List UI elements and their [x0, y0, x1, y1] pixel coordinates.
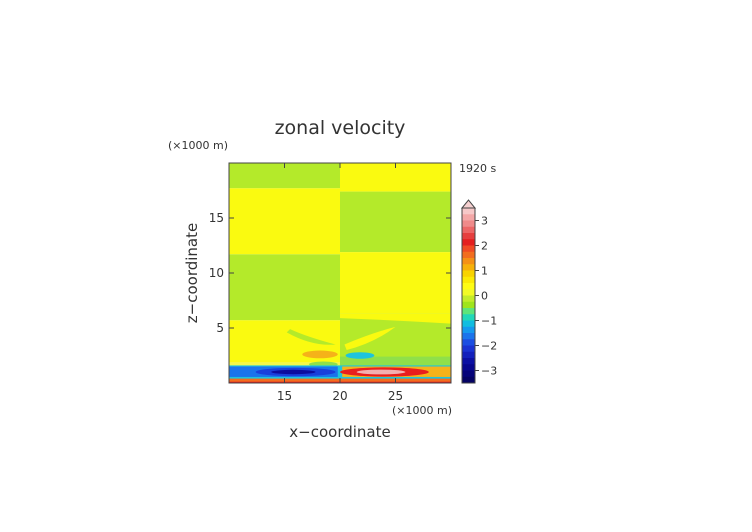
- y-tick-label: 15: [209, 211, 224, 225]
- contour-band-west-2: [229, 254, 340, 321]
- colorbar-segment: [462, 295, 475, 303]
- y-tick-label: 10: [209, 266, 224, 280]
- colorbar-segment: [462, 358, 475, 365]
- colorbar-segment: [462, 370, 475, 378]
- jet-west-min: [271, 369, 316, 375]
- colorbar-segment: [462, 239, 475, 246]
- colorbar-segment: [462, 276, 475, 284]
- colorbar-segment: [462, 251, 475, 259]
- colorbar-tick-label: −2: [481, 340, 497, 353]
- colorbar-segment: [462, 258, 475, 265]
- colorbar-tick-label: 2: [481, 240, 488, 253]
- colorbar-tick-label: 3: [481, 215, 488, 228]
- colorbar-segment: [462, 351, 475, 359]
- colorbar-segment: [462, 314, 475, 321]
- x-tick-label: 25: [388, 389, 403, 403]
- x-axis-label: x−coordinate: [289, 423, 390, 441]
- lower-band-east: [340, 356, 451, 367]
- x-unit-label: (×1000 m): [392, 404, 452, 417]
- wedge-yellow-east: [344, 326, 396, 350]
- colorbar-segment: [462, 233, 475, 240]
- time-label: 1920 s: [459, 162, 496, 175]
- colorbar-segment: [462, 264, 475, 271]
- colorbar-tick-label: −3: [481, 365, 497, 378]
- colorbar-segment: [462, 301, 475, 309]
- plot-area: [229, 163, 451, 383]
- colorbar-segment: [462, 308, 475, 315]
- colorbar-tick-label: 1: [481, 265, 488, 278]
- wedge-green-west: [286, 329, 336, 345]
- axes: 15 20 25 5 10 15: [209, 162, 452, 403]
- x-tick-label: 15: [277, 389, 292, 403]
- y-tick-label: 5: [216, 321, 224, 335]
- colorbar-segment: [462, 339, 475, 346]
- colorbar-segment: [462, 283, 475, 290]
- colorbar-segment: [462, 220, 475, 228]
- wedge-west: [229, 321, 338, 337]
- colorbar-segment: [462, 289, 475, 296]
- colorbar-segment: [462, 214, 475, 221]
- band-east-mid: [340, 313, 451, 324]
- contour-band-east-1: [340, 191, 451, 253]
- colorbar-segment: [462, 208, 475, 215]
- colorbar-tick-label: −1: [481, 315, 497, 328]
- colorbar-segment: [462, 320, 475, 328]
- orange-patch-west: [302, 350, 338, 359]
- contour-band-east-2: [340, 252, 451, 314]
- jet-east-max: [356, 369, 406, 375]
- colorbar-segment: [462, 376, 475, 384]
- colorbar-segment: [462, 245, 475, 253]
- colorbar-segment: [462, 270, 475, 278]
- y-unit-label: (×1000 m): [168, 139, 228, 152]
- colorbar-segment: [462, 345, 475, 353]
- lower-band-west: [229, 351, 340, 363]
- colorbar-extend-triangle: [460, 199, 477, 209]
- x-tick-label: 20: [332, 389, 347, 403]
- colorbar-tick-label: 0: [481, 290, 488, 303]
- colorbar-segment: [462, 326, 475, 334]
- y-axis-label: z−coordinate: [183, 223, 201, 323]
- contour-band-west-1: [229, 188, 340, 255]
- colorbar-segment: [462, 226, 475, 234]
- colorbar-segment: [462, 364, 475, 371]
- colorbar-segment: [462, 333, 475, 340]
- chart-title: zonal velocity: [275, 117, 406, 139]
- cyan-patch-east: [345, 352, 375, 359]
- colorbar: 3 2 1 0 −1 −2 −3: [460, 199, 497, 384]
